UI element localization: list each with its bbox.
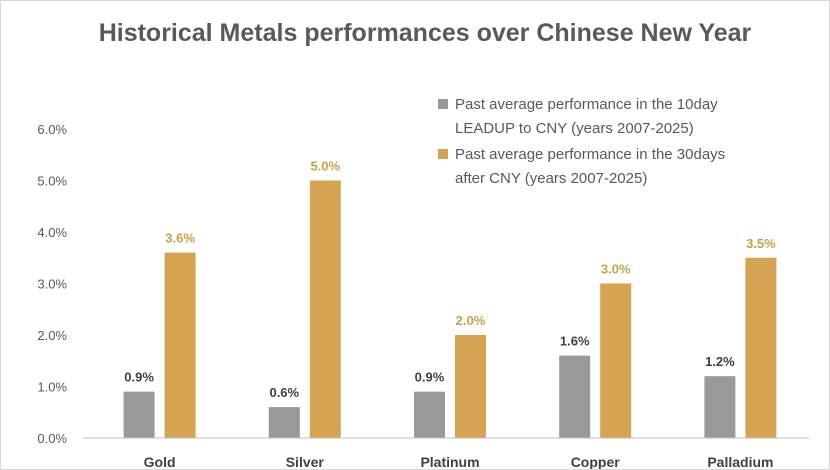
bars: 0.9% 3.6% 0.6% 5.0% 0.9% 2.0% 1.6% 3.0% 1.2% 3.5%	[123, 159, 777, 438]
legend-label-series-1: Past average performance in the 10day	[455, 96, 718, 113]
legend-label-series-1: LEADUP to CNY (years 2007-2025)	[455, 120, 694, 137]
legend: Past average performance in the 10day LEA…	[438, 96, 725, 187]
y-tick-label: 2.0%	[37, 328, 67, 343]
bar-silver-series-2	[309, 180, 341, 438]
data-label-gold-series-2: 3.6%	[165, 231, 195, 246]
y-axis: 0.0% 1.0% 2.0% 3.0% 4.0% 5.0% 6.0%	[37, 122, 67, 446]
y-tick-label: 0.0%	[37, 431, 67, 446]
x-category-label: Copper	[571, 454, 621, 469]
legend-label-series-2: after CNY (years 2007-2025)	[455, 170, 647, 187]
y-tick-label: 1.0%	[37, 380, 67, 395]
bar-palladium-series-1	[704, 376, 736, 438]
data-label-copper-series-2: 3.0%	[601, 262, 631, 277]
bar-platinum-series-1	[414, 391, 445, 438]
data-label-palladium-series-2: 3.5%	[746, 236, 776, 251]
x-axis: Gold Silver Platinum Copper Palladium	[83, 437, 809, 469]
x-category-label: Gold	[144, 454, 176, 469]
y-tick-label: 4.0%	[37, 225, 67, 240]
data-label-copper-series-1: 1.6%	[560, 334, 590, 349]
x-category-label: Silver	[286, 454, 325, 469]
data-label-palladium-series-1: 1.2%	[705, 354, 735, 369]
bar-palladium-series-2	[745, 257, 777, 438]
bar-copper-series-1	[559, 355, 591, 438]
bar-platinum-series-2	[455, 335, 486, 438]
x-category-label: Palladium	[707, 454, 773, 469]
data-label-gold-series-1: 0.9%	[124, 370, 154, 385]
data-label-silver-series-1: 0.6%	[269, 385, 299, 400]
bar-copper-series-2	[600, 283, 632, 438]
x-category-label: Platinum	[420, 454, 479, 469]
bar-gold-series-2	[164, 252, 196, 438]
chart-title: Historical Metals performances over Chin…	[99, 19, 752, 47]
legend-swatch-series-2	[438, 149, 448, 159]
y-tick-label: 3.0%	[37, 277, 67, 292]
data-label-platinum-series-1: 0.9%	[415, 370, 445, 385]
y-tick-label: 6.0%	[37, 122, 67, 137]
bar-gold-series-1	[123, 391, 155, 438]
y-tick-label: 5.0%	[37, 174, 67, 189]
data-label-silver-series-2: 5.0%	[310, 159, 340, 174]
legend-label-series-2: Past average performance in the 30days	[455, 146, 725, 163]
bar-silver-series-1	[268, 407, 300, 438]
legend-swatch-series-1	[438, 99, 448, 109]
data-label-platinum-series-2: 2.0%	[456, 313, 486, 328]
